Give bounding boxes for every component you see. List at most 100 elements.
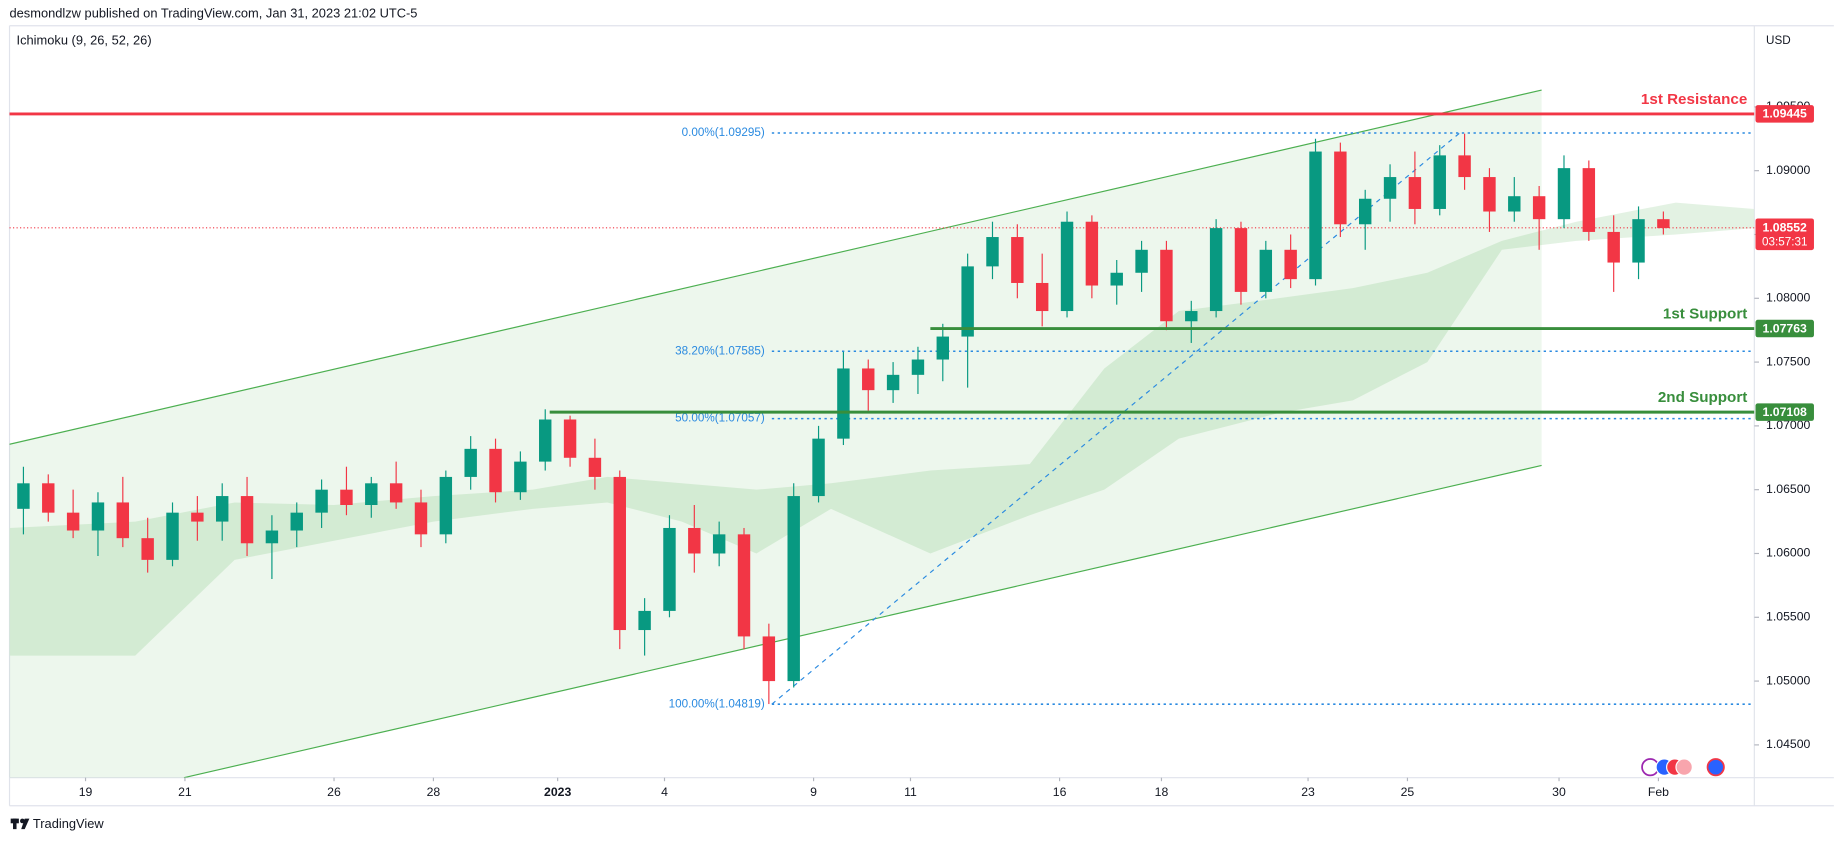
candle-body xyxy=(166,512,179,560)
indicator-label: Ichimoku (9, 26, 52, 26) xyxy=(17,32,152,47)
brand: TradingView xyxy=(33,816,104,831)
candle-body xyxy=(737,534,751,637)
y-tick-label: 1.07000 xyxy=(1766,418,1811,432)
level-name: 1st Support xyxy=(1663,306,1747,323)
candle-body xyxy=(688,527,701,554)
candle-body xyxy=(1185,311,1198,322)
x-tick-label: 30 xyxy=(1552,785,1566,799)
candle-body xyxy=(886,374,900,391)
y-tick-label: 1.08000 xyxy=(1766,291,1811,305)
plot-area: 0.00%(1.09295) 38.20%(1.07585) 50.00%(1.07… xyxy=(9,89,1755,778)
candle-body xyxy=(1234,228,1248,292)
candle-body xyxy=(961,266,974,337)
candle-body xyxy=(1632,219,1645,263)
candle-body xyxy=(464,448,477,477)
fib-label: 50.00%(1.07057) xyxy=(675,412,765,425)
candle-body xyxy=(1458,155,1471,178)
published-note: desmondlzw published on TradingView.com,… xyxy=(10,5,418,20)
channel-fill xyxy=(9,90,1542,778)
x-tick-label: 16 xyxy=(1053,785,1067,799)
x-tick-label: 26 xyxy=(327,785,341,799)
candle-body xyxy=(563,419,577,458)
candle-body xyxy=(1135,249,1148,273)
candle-body xyxy=(340,489,353,505)
candle-body xyxy=(290,512,303,531)
candle-body xyxy=(1309,151,1322,280)
candle-body xyxy=(439,476,453,535)
candle-body xyxy=(17,483,30,509)
candle-body xyxy=(414,502,428,535)
candle-body xyxy=(712,534,726,554)
candle-body xyxy=(638,610,651,631)
x-tick-label: 19 xyxy=(79,785,93,799)
candle-body xyxy=(1334,151,1347,225)
candle-body xyxy=(812,438,825,497)
x-tick-label: 2023 xyxy=(544,785,571,799)
candle-body xyxy=(489,448,502,493)
candle-body xyxy=(365,483,378,505)
x-tick-label: 25 xyxy=(1401,785,1415,799)
candle-body xyxy=(1284,249,1297,280)
x-tick-label: 23 xyxy=(1301,785,1315,799)
candle-body xyxy=(1011,237,1024,283)
candle-body xyxy=(1607,231,1620,263)
candle-body xyxy=(1358,198,1372,225)
candle-body xyxy=(1209,228,1223,312)
y-tick-label: 1.04500 xyxy=(1766,737,1811,751)
candle-body xyxy=(66,512,80,531)
fib-label: 100.00%(1.04819) xyxy=(669,697,765,710)
candle-body xyxy=(837,368,850,439)
fib-label: 38.20%(1.07585) xyxy=(675,344,765,357)
candle-body xyxy=(1110,272,1123,286)
last-price-box xyxy=(1755,218,1814,251)
last-price-label: 1.08552 xyxy=(1763,221,1808,235)
candle-body xyxy=(265,530,279,544)
x-tick-label: 9 xyxy=(810,785,817,799)
fib-label: 0.00%(1.09295) xyxy=(682,126,765,139)
y-tick-label: 1.09000 xyxy=(1766,163,1811,177)
candle-body xyxy=(1035,282,1049,312)
candle-body xyxy=(514,461,527,493)
candle-body xyxy=(1160,249,1173,322)
candle-body xyxy=(911,359,925,375)
candle-body xyxy=(1532,196,1546,220)
indicator-icons[interactable] xyxy=(1641,758,1725,777)
level-price-box xyxy=(1755,403,1814,421)
countdown: 03:57:31 xyxy=(1762,236,1807,249)
level-name: 2nd Support xyxy=(1658,389,1747,406)
overlay: 1.04500 1.05000 1.05500 1.06000 1.06500 1.070… xyxy=(79,99,1814,799)
candle-body xyxy=(862,368,875,391)
candle-body xyxy=(215,496,229,522)
candle-body xyxy=(1259,249,1273,292)
brand-logo xyxy=(10,818,30,830)
channel-lower xyxy=(183,464,1542,778)
candle-body xyxy=(1433,155,1446,209)
level-price-label: 1.07763 xyxy=(1763,321,1808,335)
x-tick-label: 11 xyxy=(904,785,917,799)
currency: USD xyxy=(1766,34,1791,47)
candle-body xyxy=(613,476,626,631)
candle-body xyxy=(787,496,800,682)
x-tick-label: 21 xyxy=(178,785,192,799)
x-tick-label: 4 xyxy=(661,785,668,799)
candle-body xyxy=(762,636,776,682)
candle-body xyxy=(588,457,602,477)
level-price-box xyxy=(1755,319,1814,338)
candle-body xyxy=(1483,177,1496,212)
candle-body xyxy=(240,496,254,544)
candle-body xyxy=(42,483,55,513)
candle-body xyxy=(116,502,130,539)
candle-body xyxy=(539,419,552,462)
ichimoku-cloud xyxy=(9,202,1755,656)
y-tick-label: 1.05000 xyxy=(1766,673,1811,687)
x-tick-label: 28 xyxy=(427,785,441,799)
candle-body xyxy=(389,483,403,503)
candle-body xyxy=(1085,221,1099,286)
candle-body xyxy=(1582,168,1596,232)
candle-body xyxy=(1508,196,1521,212)
candle-body xyxy=(191,512,204,522)
candle-body xyxy=(1060,221,1074,312)
